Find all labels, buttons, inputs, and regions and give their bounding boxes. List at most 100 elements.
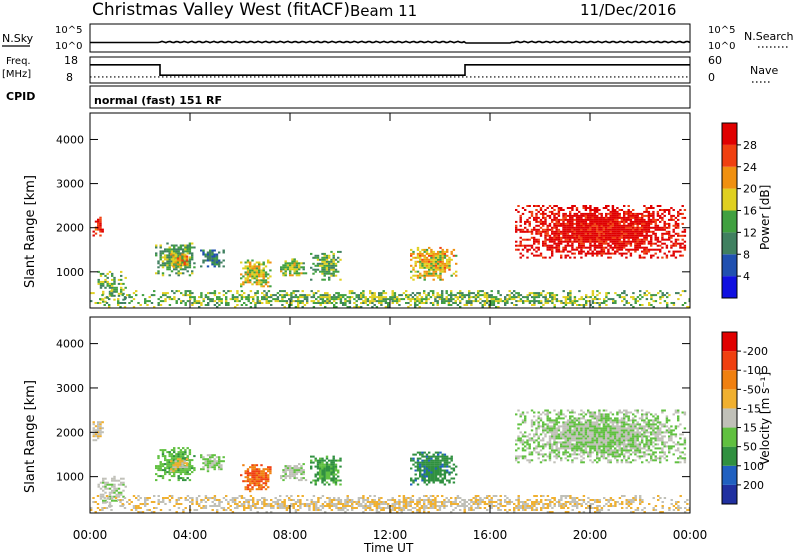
heatmap-cell xyxy=(614,417,617,420)
heatmap-cell xyxy=(249,290,253,293)
heatmap-cell xyxy=(571,209,574,211)
heatmap-cell xyxy=(407,294,410,297)
heatmap-cell xyxy=(120,274,123,277)
heatmap-cell xyxy=(450,290,453,293)
heatmap-cell xyxy=(681,234,684,237)
heatmap-cell xyxy=(632,431,635,434)
heatmap-cell xyxy=(591,220,594,223)
heatmap-cell xyxy=(632,429,635,432)
heatmap-cell xyxy=(569,431,572,434)
heatmap-cell xyxy=(618,429,621,432)
heatmap-cell xyxy=(618,445,621,448)
heatmap-cell xyxy=(533,294,536,297)
heatmap-cell xyxy=(325,268,329,271)
heatmap-cell xyxy=(555,427,558,430)
heatmap-cell xyxy=(446,258,449,261)
heatmap-cell xyxy=(557,232,561,235)
heatmap-cell xyxy=(589,449,592,452)
heatmap-cell xyxy=(176,466,180,469)
heatmap-cell xyxy=(179,455,183,458)
heatmap-cell xyxy=(298,264,301,267)
heatmap-cell xyxy=(200,249,203,252)
heatmap-cell xyxy=(602,433,606,436)
heatmap-cell xyxy=(519,300,523,303)
heatmap-cell xyxy=(284,473,287,476)
heatmap-cell xyxy=(260,478,263,481)
heatmap-cell xyxy=(596,240,599,243)
heatmap-cell xyxy=(555,232,558,235)
heatmap-cell xyxy=(634,218,637,221)
heatmap-cell xyxy=(434,471,438,474)
heatmap-cell xyxy=(636,214,639,217)
heatmap-cell xyxy=(589,419,592,422)
heatmap-cell xyxy=(652,300,655,303)
heatmap-cell xyxy=(244,261,247,264)
heatmap-cell xyxy=(211,261,214,264)
heatmap-cell xyxy=(456,298,460,301)
heatmap-cell xyxy=(334,274,338,277)
heatmap-cell xyxy=(246,480,250,483)
heatmap-cell xyxy=(641,296,644,299)
heatmap-cell xyxy=(432,459,435,462)
heatmap-cell xyxy=(211,466,214,469)
heatmap-cell xyxy=(434,298,437,301)
heatmap-cell xyxy=(616,419,619,422)
heatmap-cell xyxy=(677,292,680,295)
heatmap-cell xyxy=(623,292,626,295)
heatmap-cell xyxy=(618,216,621,219)
heatmap-cell xyxy=(609,447,612,450)
heatmap-cell xyxy=(605,252,608,255)
heatmap-cell xyxy=(314,475,317,478)
heatmap-cell xyxy=(587,451,590,454)
heatmap-cell xyxy=(607,461,610,464)
heatmap-cell xyxy=(560,250,563,253)
heatmap-cell xyxy=(323,473,326,476)
heatmap-cell xyxy=(593,236,597,239)
heatmap-cell xyxy=(177,477,180,480)
heatmap-cell xyxy=(421,475,424,478)
heatmap-cell xyxy=(321,260,324,263)
heatmap-cell xyxy=(261,296,264,299)
heatmap-cell xyxy=(382,300,385,303)
heatmap-cell xyxy=(598,236,601,239)
heatmap-cell xyxy=(155,254,158,257)
heatmap-cell xyxy=(330,274,333,277)
heatmap-cell xyxy=(582,415,585,418)
heatmap-cell xyxy=(548,246,552,249)
heatmap-cell xyxy=(150,302,154,304)
heatmap-cell xyxy=(188,244,192,247)
heatmap-cell xyxy=(391,302,394,304)
heatmap-cell xyxy=(573,427,576,430)
heatmap-cell xyxy=(596,423,599,426)
heatmap-cell xyxy=(515,292,518,295)
heatmap-cell xyxy=(161,449,165,452)
heatmap-cell xyxy=(535,230,538,233)
heatmap-cell xyxy=(209,259,212,262)
heatmap-cell xyxy=(193,266,196,269)
heatmap-cell xyxy=(584,425,588,428)
heatmap-cell xyxy=(672,250,675,253)
heatmap-cell xyxy=(553,222,556,225)
heatmap-cell xyxy=(186,270,189,273)
heatmap-cell xyxy=(611,423,615,426)
heatmap-cell xyxy=(222,265,225,268)
heatmap-cell xyxy=(97,224,100,227)
heatmap-cell xyxy=(629,220,633,223)
heatmap-cell xyxy=(325,477,329,480)
heatmap-cell xyxy=(405,290,408,293)
heatmap-cell xyxy=(303,294,307,297)
heatmap-cell xyxy=(575,437,579,440)
heatmap-cell xyxy=(526,443,529,446)
heatmap-cell xyxy=(638,455,642,458)
heatmap-cell xyxy=(375,300,379,303)
heatmap-cell xyxy=(157,272,160,275)
heatmap-cell xyxy=(602,236,606,239)
heatmap-cell xyxy=(439,276,442,279)
heatmap-cell xyxy=(281,298,284,301)
heatmap-cell xyxy=(419,457,422,460)
heatmap-cell xyxy=(111,489,114,492)
heatmap-cell xyxy=(419,469,422,472)
heatmap-cell xyxy=(593,207,597,209)
heatmap-cell xyxy=(382,290,385,293)
heatmap-cell xyxy=(175,264,178,267)
